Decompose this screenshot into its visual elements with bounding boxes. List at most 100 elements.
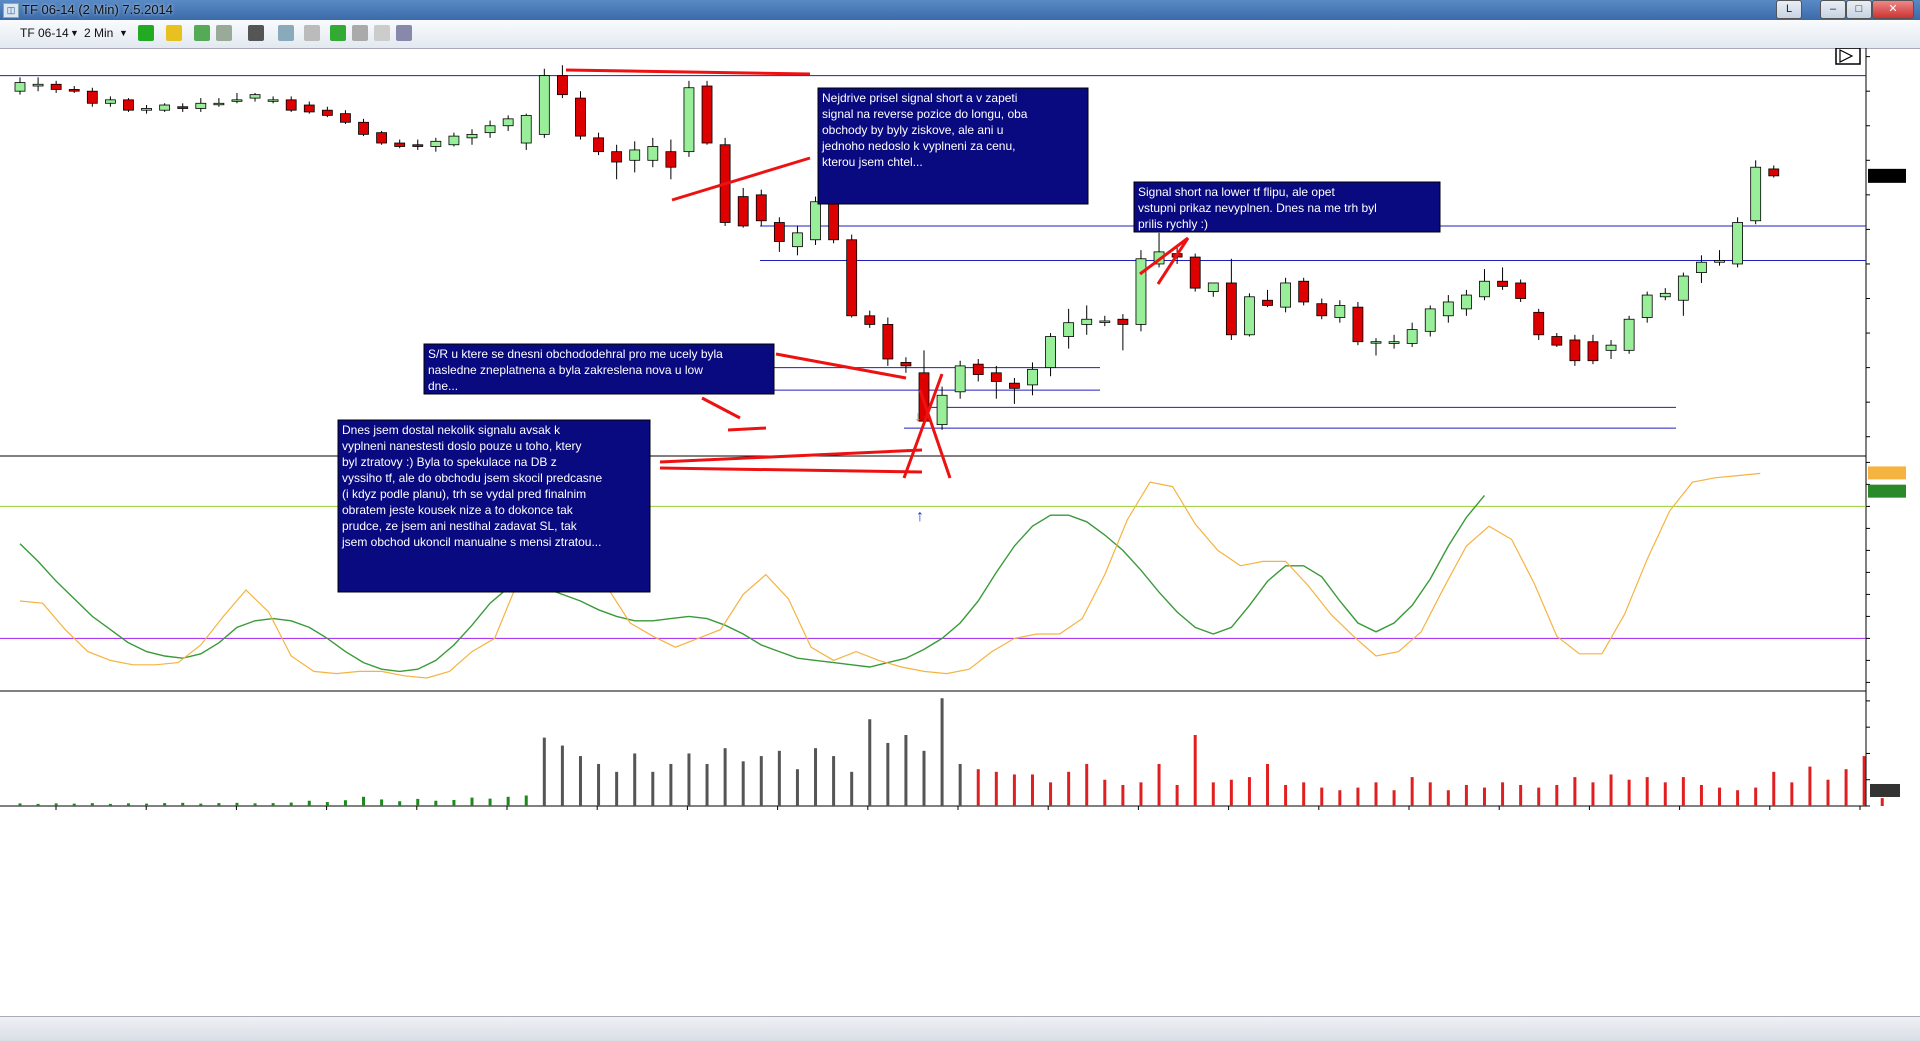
snapshot-icon[interactable]	[352, 25, 368, 41]
candle-up[interactable]	[502, 118, 514, 127]
candle-down[interactable]	[972, 363, 984, 375]
candle-up[interactable]	[249, 94, 261, 99]
candle-up[interactable]	[792, 232, 803, 248]
annotation-box[interactable]	[1133, 181, 1441, 233]
candle-down[interactable]	[575, 97, 586, 137]
candle-up[interactable]	[1280, 282, 1291, 308]
candle-down[interactable]	[1497, 280, 1508, 287]
candle-down[interactable]	[773, 222, 785, 242]
candle-down[interactable]	[1352, 306, 1364, 343]
candle-down[interactable]	[412, 144, 424, 147]
candle-down[interactable]	[846, 239, 858, 317]
candle-up[interactable]	[231, 99, 243, 102]
candle-up[interactable]	[1461, 294, 1472, 310]
candle-up[interactable]	[1334, 305, 1346, 318]
candle-up[interactable]	[1424, 308, 1436, 332]
candle-up[interactable]	[1027, 368, 1038, 386]
candle-up[interactable]	[1063, 322, 1075, 337]
candle-down[interactable]	[177, 106, 189, 109]
indicator-icon[interactable]	[194, 25, 210, 41]
link-button[interactable]: L	[1776, 0, 1802, 19]
candle-down[interactable]	[86, 90, 98, 104]
candle-up[interactable]	[1641, 294, 1653, 318]
annotation-line[interactable]	[659, 466, 923, 474]
candle-up[interactable]	[195, 102, 207, 109]
chevron-down-icon[interactable]: ▼	[70, 28, 79, 38]
candle-down[interactable]	[303, 104, 315, 113]
candle-down[interactable]	[557, 75, 568, 96]
candle-up[interactable]	[936, 394, 948, 426]
chart-style-icon[interactable]	[138, 25, 154, 41]
close-button[interactable]: ✕	[1872, 0, 1914, 19]
candle-up[interactable]	[1714, 260, 1725, 263]
chart-area[interactable]: ↓ ↑ Nejdrive prisel signal short a v zapet…	[0, 48, 1920, 1016]
candle-up[interactable]	[448, 135, 460, 146]
candle-up[interactable]	[1732, 222, 1743, 265]
annotation-line[interactable]	[565, 68, 811, 76]
candle-down[interactable]	[1569, 339, 1581, 362]
candle-down[interactable]	[611, 151, 623, 163]
candle-down[interactable]	[1298, 280, 1310, 303]
candle-up[interactable]	[1659, 292, 1671, 298]
candle-up[interactable]	[1099, 320, 1111, 323]
zoom-icon[interactable]	[278, 25, 294, 41]
candle-up[interactable]	[213, 102, 225, 106]
chevron-down-icon[interactable]: ▼	[119, 28, 128, 38]
candle-up[interactable]	[538, 75, 550, 135]
candle-up[interactable]	[520, 114, 532, 144]
candle-down[interactable]	[737, 196, 749, 227]
candle-up[interactable]	[1479, 280, 1490, 298]
scroll-bar[interactable]	[0, 1016, 1920, 1041]
annotation-box[interactable]	[337, 419, 651, 593]
candle-down[interactable]	[1009, 382, 1020, 389]
print-icon[interactable]	[396, 25, 412, 41]
candle-down[interactable]	[1189, 256, 1201, 289]
candle-down[interactable]	[285, 99, 297, 111]
candle-up[interactable]	[141, 108, 152, 111]
annotation-line[interactable]	[659, 448, 923, 464]
candle-down[interactable]	[1225, 282, 1237, 336]
candle-down[interactable]	[900, 362, 912, 367]
candle-up[interactable]	[629, 149, 641, 161]
candle-up[interactable]	[484, 125, 496, 134]
candle-up[interactable]	[1388, 341, 1400, 344]
data-box-icon[interactable]	[330, 25, 346, 41]
candle-up[interactable]	[466, 133, 478, 139]
crosshair-icon[interactable]	[248, 25, 264, 41]
candle-down[interactable]	[864, 315, 876, 325]
candle-up[interactable]	[683, 87, 695, 153]
candle-down[interactable]	[50, 83, 62, 90]
candle-down[interactable]	[1768, 168, 1780, 177]
candle-down[interactable]	[340, 113, 351, 123]
annotation-line[interactable]	[1156, 237, 1190, 285]
candle-down[interactable]	[394, 142, 406, 147]
candle-up[interactable]	[1750, 166, 1762, 222]
candle-down[interactable]	[665, 151, 677, 168]
drawing-tool-icon[interactable]	[166, 25, 182, 41]
candle-up[interactable]	[647, 146, 659, 161]
properties-icon[interactable]	[304, 25, 320, 41]
candle-down[interactable]	[1515, 282, 1527, 299]
annotation-line[interactable]	[1139, 236, 1189, 276]
candle-up[interactable]	[159, 104, 171, 111]
annotation-line[interactable]	[701, 396, 741, 420]
candle-up[interactable]	[267, 99, 279, 102]
candle-up[interactable]	[32, 83, 44, 87]
candle-down[interactable]	[593, 137, 604, 153]
candle-down[interactable]	[882, 324, 894, 360]
candle-down[interactable]	[376, 132, 388, 144]
candle-up[interactable]	[1045, 336, 1056, 369]
candle-down[interactable]	[1117, 318, 1129, 325]
interval-selector[interactable]: 2 Min	[84, 26, 114, 40]
candle-up[interactable]	[1244, 296, 1255, 336]
candle-up[interactable]	[1623, 318, 1635, 351]
instrument-selector[interactable]: TF 06-14	[20, 26, 69, 40]
candle-up[interactable]	[14, 82, 26, 92]
strategy-icon[interactable]	[216, 25, 232, 41]
candle-up[interactable]	[105, 99, 116, 104]
candle-down[interactable]	[358, 121, 369, 135]
candle-up[interactable]	[1696, 261, 1707, 273]
candle-up[interactable]	[1406, 329, 1418, 344]
candle-down[interactable]	[321, 109, 333, 116]
maximize-button[interactable]: □	[1846, 0, 1872, 19]
